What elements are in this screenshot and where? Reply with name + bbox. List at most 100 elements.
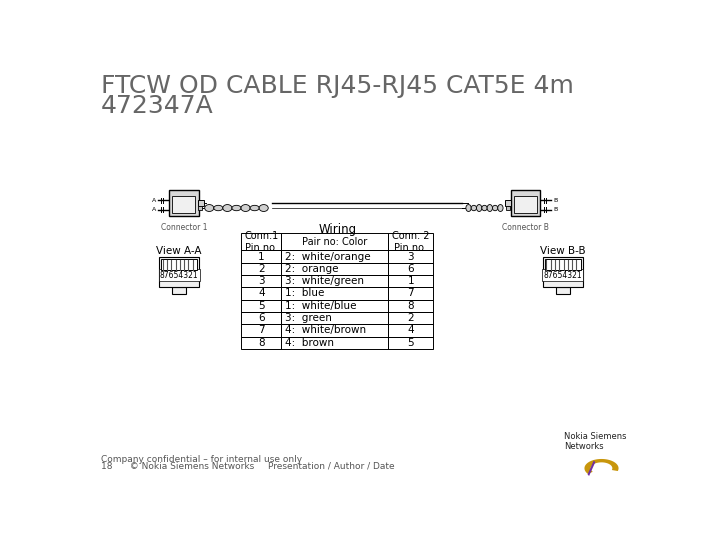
Text: 4:  brown: 4: brown <box>285 338 334 348</box>
Text: Presentation / Author / Date: Presentation / Author / Date <box>269 462 395 470</box>
Ellipse shape <box>487 205 492 212</box>
Text: B: B <box>554 198 558 203</box>
Ellipse shape <box>492 205 498 211</box>
Text: 2:  orange: 2: orange <box>285 264 339 274</box>
Text: 1:  white/blue: 1: white/blue <box>285 301 357 311</box>
Text: Wiring: Wiring <box>318 222 356 235</box>
Text: 18      © Nokia Siemens Networks: 18 © Nokia Siemens Networks <box>101 462 254 470</box>
Bar <box>282 251 388 262</box>
Bar <box>388 287 433 300</box>
Text: 1:  blue: 1: blue <box>285 288 325 299</box>
Text: A: A <box>153 198 157 203</box>
Bar <box>241 287 282 300</box>
Bar <box>388 262 433 275</box>
Bar <box>388 300 433 312</box>
Bar <box>282 300 388 312</box>
Bar <box>514 195 537 213</box>
Text: 2: 2 <box>258 264 264 274</box>
Text: Company confidential – for internal use only: Company confidential – for internal use … <box>101 455 302 464</box>
Text: 3:  white/green: 3: white/green <box>285 276 364 286</box>
Bar <box>241 336 282 349</box>
Ellipse shape <box>259 205 269 212</box>
Text: View A-A: View A-A <box>156 246 202 256</box>
Bar <box>388 325 433 336</box>
Bar <box>282 325 388 336</box>
Text: 4:  white/brown: 4: white/brown <box>285 326 366 335</box>
Text: A: A <box>153 207 157 212</box>
Bar <box>545 259 580 269</box>
Bar <box>282 336 388 349</box>
Bar <box>388 233 433 251</box>
Bar <box>172 287 186 294</box>
Ellipse shape <box>498 205 503 212</box>
Bar <box>510 190 540 217</box>
Text: 2:  white/orange: 2: white/orange <box>285 252 371 261</box>
Text: 1: 1 <box>258 252 264 261</box>
Bar <box>161 259 197 269</box>
Ellipse shape <box>232 205 241 211</box>
Text: B: B <box>554 207 558 212</box>
Text: 6: 6 <box>408 264 414 274</box>
Text: 87654321: 87654321 <box>544 271 582 280</box>
Bar <box>282 287 388 300</box>
Bar <box>241 300 282 312</box>
Text: 5: 5 <box>258 301 264 311</box>
Ellipse shape <box>214 205 223 211</box>
Bar <box>241 275 282 287</box>
Text: Conn. 2
Pin no.: Conn. 2 Pin no. <box>392 231 430 253</box>
Bar <box>282 275 388 287</box>
Bar <box>543 257 583 287</box>
Bar <box>241 325 282 336</box>
Bar <box>198 200 204 206</box>
Ellipse shape <box>482 205 487 211</box>
Text: 5: 5 <box>408 338 414 348</box>
Text: 3: 3 <box>408 252 414 261</box>
Bar <box>282 233 388 251</box>
Polygon shape <box>585 459 618 474</box>
Text: 87654321: 87654321 <box>160 271 199 280</box>
Bar <box>169 190 199 217</box>
Text: 472347A: 472347A <box>101 94 214 118</box>
Bar <box>241 233 282 251</box>
Text: 4: 4 <box>408 326 414 335</box>
Bar <box>159 257 199 287</box>
Bar <box>556 287 570 294</box>
Text: 8: 8 <box>258 338 264 348</box>
Ellipse shape <box>471 205 477 211</box>
Polygon shape <box>588 461 595 476</box>
Bar <box>282 262 388 275</box>
Text: View B-B: View B-B <box>540 246 585 256</box>
Bar <box>388 275 433 287</box>
Bar <box>388 251 433 262</box>
Ellipse shape <box>466 205 471 212</box>
Text: 3:  green: 3: green <box>285 313 332 323</box>
Text: Connector B: Connector B <box>502 222 549 232</box>
Bar <box>241 262 282 275</box>
Bar <box>198 206 202 210</box>
Text: 4: 4 <box>258 288 264 299</box>
Text: 2: 2 <box>408 313 414 323</box>
Text: FTCW OD CABLE RJ45-RJ45 CAT5E 4m: FTCW OD CABLE RJ45-RJ45 CAT5E 4m <box>101 74 574 98</box>
Ellipse shape <box>223 205 232 212</box>
Ellipse shape <box>250 205 259 211</box>
Ellipse shape <box>241 205 250 212</box>
Text: 8: 8 <box>408 301 414 311</box>
Bar <box>388 336 433 349</box>
Text: Pair no: Color: Pair no: Color <box>302 237 367 247</box>
Text: Connector 1: Connector 1 <box>161 222 207 232</box>
Text: 3: 3 <box>258 276 264 286</box>
Text: 1: 1 <box>408 276 414 286</box>
Ellipse shape <box>204 205 214 212</box>
Text: Conn.1
Pin no.: Conn.1 Pin no. <box>244 231 279 253</box>
Bar <box>388 312 433 325</box>
Ellipse shape <box>477 205 482 212</box>
Text: 7: 7 <box>408 288 414 299</box>
Bar <box>172 195 195 213</box>
Bar <box>505 200 510 206</box>
Bar <box>506 206 510 210</box>
Text: 7: 7 <box>258 326 264 335</box>
Text: Nokia Siemens
Networks: Nokia Siemens Networks <box>564 432 627 451</box>
Bar <box>282 312 388 325</box>
Text: 6: 6 <box>258 313 264 323</box>
Bar <box>241 312 282 325</box>
